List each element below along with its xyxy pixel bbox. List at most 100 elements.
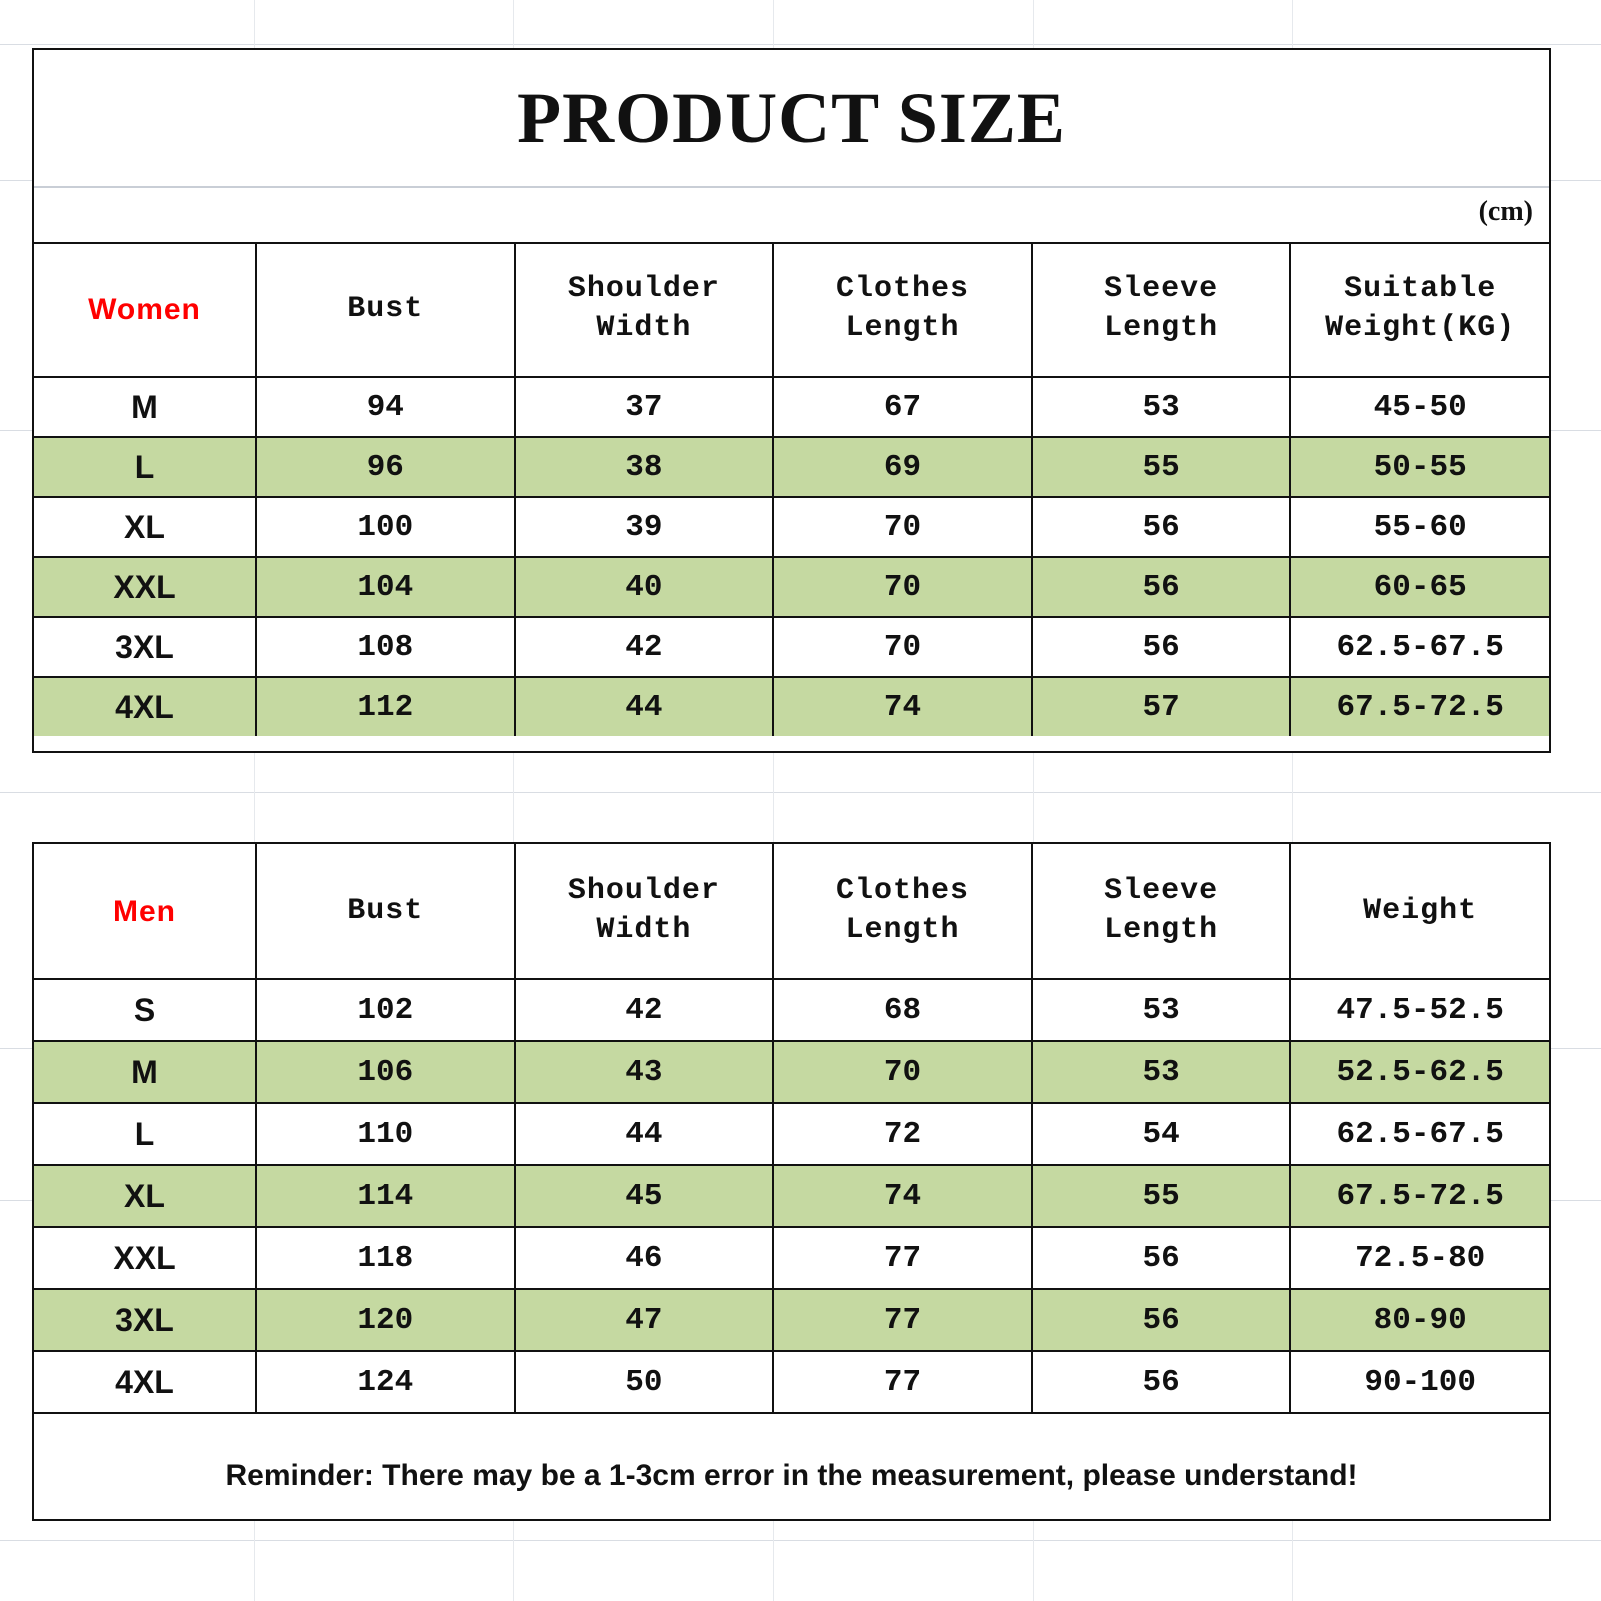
men-group-label: Men bbox=[34, 844, 257, 980]
women-size-panel: PRODUCT SIZE (cm) Women Bust Shoulder Wi… bbox=[32, 48, 1551, 753]
size-cell: 3XL bbox=[34, 616, 257, 678]
column-header: Clothes Length bbox=[772, 844, 1033, 980]
reminder-row: Reminder: There may be a 1-3cm error in … bbox=[34, 1433, 1549, 1519]
column-header: Weight bbox=[1289, 844, 1549, 980]
table-cell: 77 bbox=[772, 1226, 1033, 1290]
table-cell: 106 bbox=[255, 1040, 516, 1104]
table-cell: 112 bbox=[255, 676, 516, 736]
table-cell: 62.5-67.5 bbox=[1289, 616, 1549, 678]
table-cell: 90-100 bbox=[1289, 1350, 1549, 1414]
table-cell: 118 bbox=[255, 1226, 516, 1290]
size-cell: L bbox=[34, 1102, 257, 1166]
table-row: S 102 42 68 53 47.5-52.5 bbox=[34, 978, 1549, 1042]
table-cell: 56 bbox=[1030, 1350, 1292, 1414]
table-cell: 45-50 bbox=[1289, 376, 1549, 438]
page-title: PRODUCT SIZE bbox=[517, 77, 1066, 158]
size-cell: XXL bbox=[34, 1226, 257, 1290]
table-cell: 47 bbox=[513, 1288, 775, 1352]
table-cell: 52.5-62.5 bbox=[1289, 1040, 1549, 1104]
table-cell: 70 bbox=[772, 556, 1033, 618]
table-cell: 56 bbox=[1030, 496, 1292, 558]
men-size-panel: Men Bust Shoulder Width Clothes Length S… bbox=[32, 842, 1551, 1521]
table-cell: 77 bbox=[772, 1288, 1033, 1352]
table-row: XXL 118 46 77 56 72.5-80 bbox=[34, 1226, 1549, 1290]
title-row: PRODUCT SIZE bbox=[34, 50, 1549, 188]
table-cell: 44 bbox=[513, 676, 775, 736]
table-cell: 37 bbox=[513, 376, 775, 438]
table-cell: 72 bbox=[772, 1102, 1033, 1166]
table-cell: 67 bbox=[772, 376, 1033, 438]
table-cell: 67.5-72.5 bbox=[1289, 1164, 1549, 1228]
table-row: M 106 43 70 53 52.5-62.5 bbox=[34, 1040, 1549, 1104]
table-cell: 67.5-72.5 bbox=[1289, 676, 1549, 736]
table-cell: 50-55 bbox=[1289, 436, 1549, 498]
table-cell: 43 bbox=[513, 1040, 775, 1104]
table-row: 3XL 108 42 70 56 62.5-67.5 bbox=[34, 616, 1549, 678]
column-header: Bust bbox=[255, 242, 516, 378]
women-header-row: Women Bust Shoulder Width Clothes Length… bbox=[34, 242, 1549, 378]
table-cell: 100 bbox=[255, 496, 516, 558]
table-cell: 60-65 bbox=[1289, 556, 1549, 618]
table-cell: 77 bbox=[772, 1350, 1033, 1414]
table-cell: 39 bbox=[513, 496, 775, 558]
table-cell: 108 bbox=[255, 616, 516, 678]
table-row: 4XL 112 44 74 57 67.5-72.5 bbox=[34, 676, 1549, 736]
table-cell: 53 bbox=[1030, 376, 1292, 438]
table-cell: 56 bbox=[1030, 1288, 1292, 1352]
table-cell: 120 bbox=[255, 1288, 516, 1352]
table-cell: 96 bbox=[255, 436, 516, 498]
table-cell: 40 bbox=[513, 556, 775, 618]
table-cell: 54 bbox=[1030, 1102, 1292, 1166]
size-cell: S bbox=[34, 978, 257, 1042]
table-cell: 56 bbox=[1030, 616, 1292, 678]
table-cell: 70 bbox=[772, 1040, 1033, 1104]
table-cell: 57 bbox=[1030, 676, 1292, 736]
table-cell: 55 bbox=[1030, 436, 1292, 498]
table-cell: 94 bbox=[255, 376, 516, 438]
table-row: L 96 38 69 55 50-55 bbox=[34, 436, 1549, 498]
table-cell: 80-90 bbox=[1289, 1288, 1549, 1352]
table-cell: 70 bbox=[772, 616, 1033, 678]
reminder-text: Reminder: There may be a 1-3cm error in … bbox=[225, 1459, 1358, 1492]
size-cell: 3XL bbox=[34, 1288, 257, 1352]
table-row: XL 100 39 70 56 55-60 bbox=[34, 496, 1549, 558]
table-cell: 124 bbox=[255, 1350, 516, 1414]
table-cell: 47.5-52.5 bbox=[1289, 978, 1549, 1042]
table-cell: 56 bbox=[1030, 556, 1292, 618]
table-cell: 69 bbox=[772, 436, 1033, 498]
table-cell: 104 bbox=[255, 556, 516, 618]
table-row: 4XL 124 50 77 56 90-100 bbox=[34, 1350, 1549, 1414]
table-cell: 55-60 bbox=[1289, 496, 1549, 558]
size-cell: M bbox=[34, 1040, 257, 1104]
table-row: 3XL 120 47 77 56 80-90 bbox=[34, 1288, 1549, 1352]
table-cell: 53 bbox=[1030, 978, 1292, 1042]
unit-label: (cm) bbox=[1478, 196, 1533, 227]
table-row: M 94 37 67 53 45-50 bbox=[34, 376, 1549, 438]
table-cell: 68 bbox=[772, 978, 1033, 1042]
table-cell: 55 bbox=[1030, 1164, 1292, 1228]
table-cell: 72.5-80 bbox=[1289, 1226, 1549, 1290]
column-header: Shoulder Width bbox=[513, 242, 775, 378]
table-row: XL 114 45 74 55 67.5-72.5 bbox=[34, 1164, 1549, 1228]
column-header: Sleeve Length bbox=[1030, 242, 1292, 378]
table-cell: 50 bbox=[513, 1350, 775, 1414]
table-cell: 110 bbox=[255, 1102, 516, 1166]
size-cell: L bbox=[34, 436, 257, 498]
size-cell: XL bbox=[34, 1164, 257, 1228]
column-header: Sleeve Length bbox=[1030, 844, 1292, 980]
table-cell: 102 bbox=[255, 978, 516, 1042]
table-row: XXL 104 40 70 56 60-65 bbox=[34, 556, 1549, 618]
size-cell: XXL bbox=[34, 556, 257, 618]
women-group-label: Women bbox=[34, 242, 257, 378]
table-cell: 70 bbox=[772, 496, 1033, 558]
table-cell: 42 bbox=[513, 616, 775, 678]
table-cell: 53 bbox=[1030, 1040, 1292, 1104]
column-header: Shoulder Width bbox=[513, 844, 775, 980]
table-cell: 42 bbox=[513, 978, 775, 1042]
table-cell: 44 bbox=[513, 1102, 775, 1166]
size-cell: XL bbox=[34, 496, 257, 558]
table-cell: 56 bbox=[1030, 1226, 1292, 1290]
table-cell: 45 bbox=[513, 1164, 775, 1228]
men-header-row: Men Bust Shoulder Width Clothes Length S… bbox=[34, 844, 1549, 980]
table-cell: 74 bbox=[772, 676, 1033, 736]
